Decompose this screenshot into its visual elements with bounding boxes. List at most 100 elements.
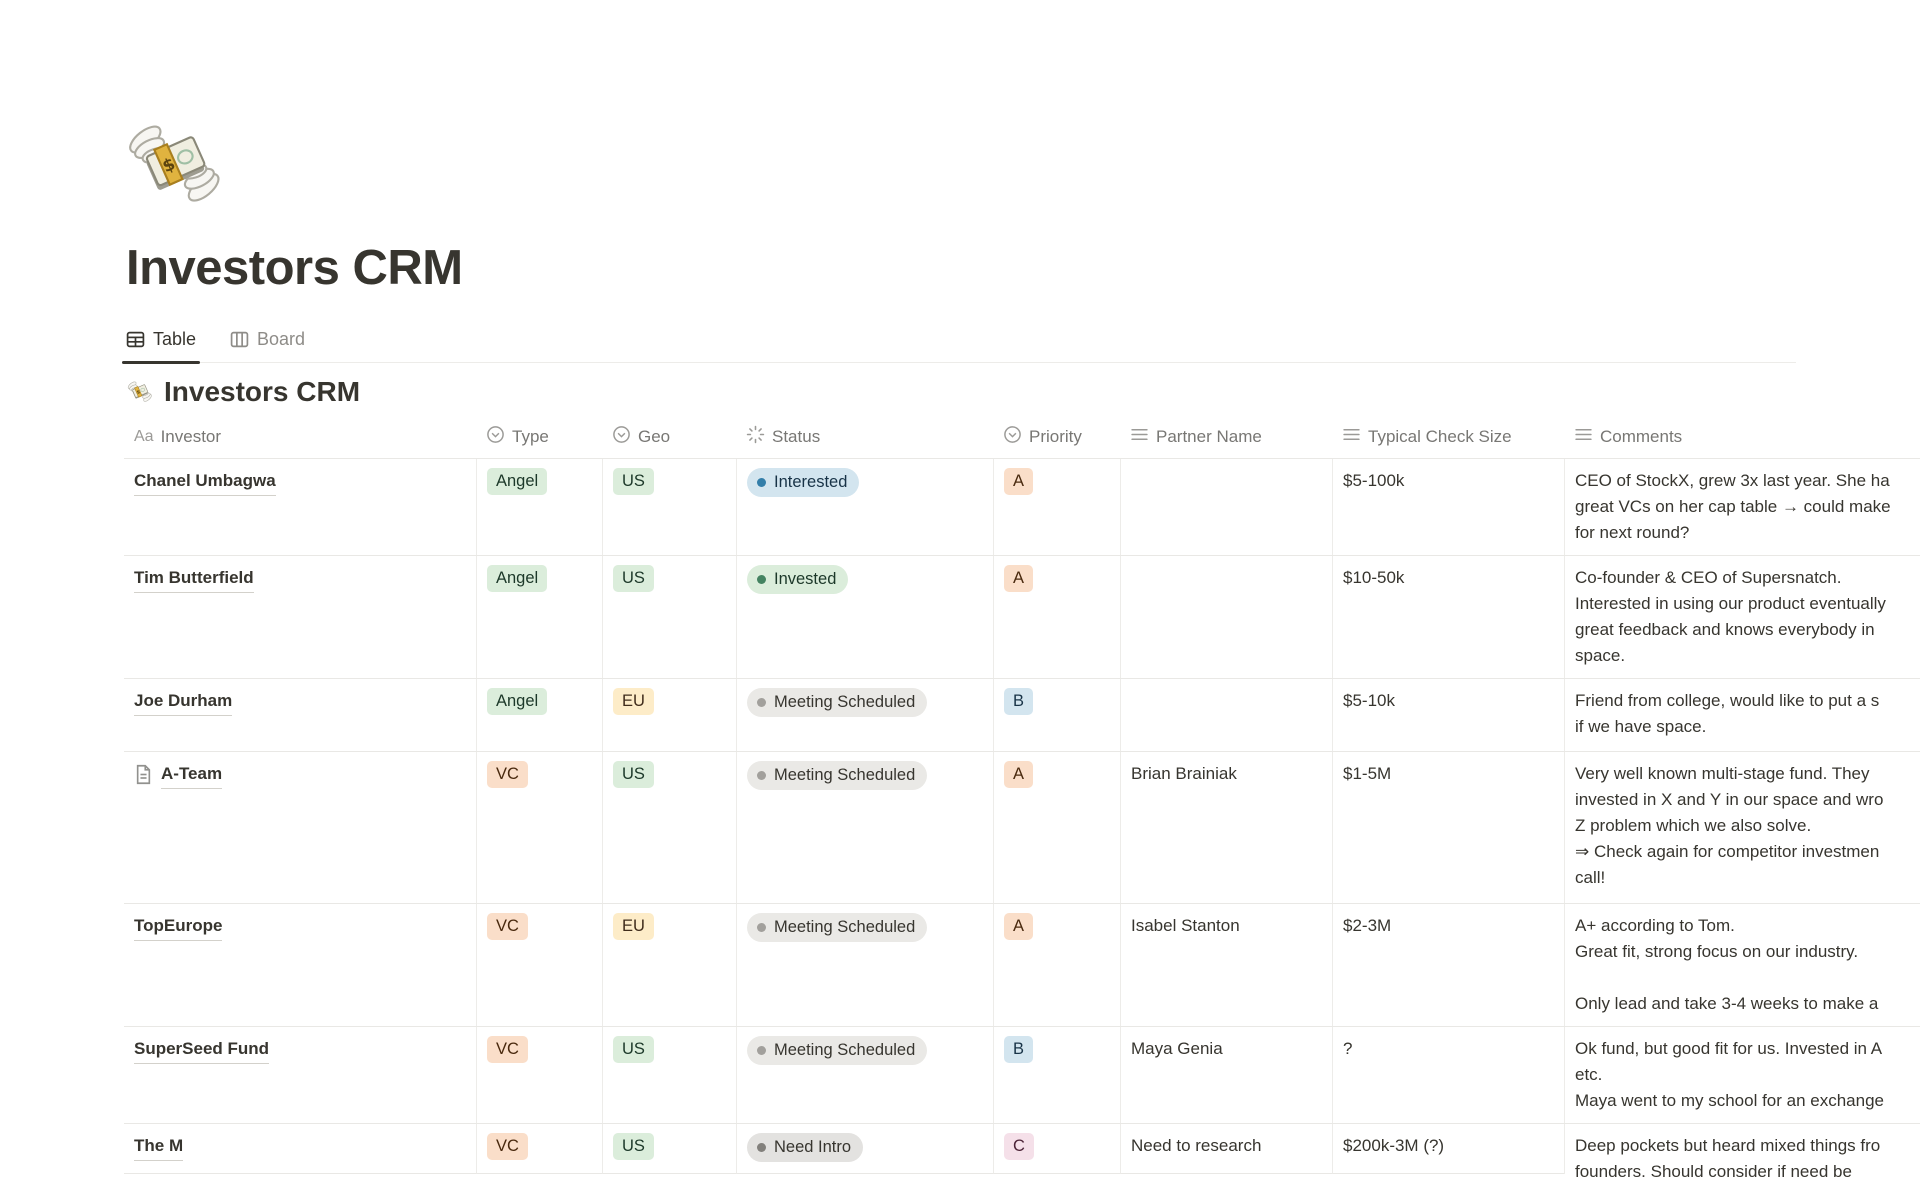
comments-cell[interactable]: Deep pockets but heard mixed things fro … (1564, 1124, 1920, 1181)
geo-cell[interactable]: US (602, 459, 736, 555)
partner-name-cell[interactable]: Brian Brainiak (1120, 752, 1332, 903)
database-title[interactable]: Investors CRM (126, 376, 360, 408)
typical-check-size-cell[interactable]: $5-10k (1332, 679, 1564, 751)
typical-check-size-value: $1-5M (1343, 764, 1392, 783)
page-title[interactable]: Investors CRM (126, 241, 463, 295)
typical-check-size-cell[interactable]: $200k-3M (?) (1332, 1124, 1564, 1174)
type-cell[interactable]: VC (476, 1124, 602, 1174)
column-header-geo[interactable]: Geo (602, 416, 736, 458)
type-tag: Angel (487, 688, 548, 715)
priority-tag: B (1004, 1036, 1034, 1063)
status-cell[interactable]: Invested (736, 556, 993, 678)
comments-cell[interactable]: CEO of StockX, grew 3x last year. She ha… (1564, 459, 1920, 555)
comments-value: A+ according to Tom. Great fit, strong f… (1575, 916, 1879, 1013)
type-cell[interactable]: Angel (476, 679, 602, 751)
partner-name-cell[interactable]: Maya Genia (1120, 1027, 1332, 1123)
money-with-wings-icon[interactable] (122, 112, 228, 218)
tab-board[interactable]: Board (228, 322, 307, 362)
investor-name-link[interactable]: Tim Butterfield (134, 565, 254, 593)
status-dot-icon (757, 1143, 766, 1152)
geo-cell[interactable]: US (602, 752, 736, 903)
investor-cell[interactable]: TopEurope (124, 904, 476, 1026)
status-pill: Interested (747, 468, 860, 497)
column-header-type[interactable]: Type (476, 416, 602, 458)
type-cell[interactable]: VC (476, 904, 602, 1026)
investor-cell[interactable]: SuperSeed Fund (124, 1027, 476, 1123)
typical-check-size-cell[interactable]: $2-3M (1332, 904, 1564, 1026)
investor-name-link[interactable]: A-Team (161, 761, 223, 789)
column-header-partner-name[interactable]: Partner Name (1120, 416, 1332, 458)
type-cell[interactable]: Angel (476, 459, 602, 555)
geo-cell[interactable]: EU (602, 904, 736, 1026)
status-cell[interactable]: Meeting Scheduled (736, 1027, 993, 1123)
type-cell[interactable]: VC (476, 752, 602, 903)
status-pill: Meeting Scheduled (747, 688, 928, 717)
priority-cell[interactable]: A (993, 752, 1120, 903)
column-header-typical-check-size[interactable]: Typical Check Size (1332, 416, 1564, 458)
investor-name-link[interactable]: SuperSeed Fund (134, 1036, 270, 1064)
geo-tag: US (613, 1036, 654, 1063)
partner-name-cell[interactable]: Isabel Stanton (1120, 904, 1332, 1026)
priority-cell[interactable]: A (993, 459, 1120, 555)
priority-cell[interactable]: A (993, 904, 1120, 1026)
comments-cell[interactable]: Friend from college, would like to put a… (1564, 679, 1920, 751)
priority-cell[interactable]: B (993, 1027, 1120, 1123)
typical-check-size-cell[interactable]: ? (1332, 1027, 1564, 1123)
type-cell[interactable]: VC (476, 1027, 602, 1123)
priority-cell[interactable]: C (993, 1124, 1120, 1174)
tab-table-label: Table (153, 328, 197, 349)
priority-cell[interactable]: B (993, 679, 1120, 751)
comments-cell[interactable]: Very well known multi-stage fund. They i… (1564, 752, 1920, 903)
geo-cell[interactable]: US (602, 1124, 736, 1174)
table-row: Chanel Umbagwa Angel US Interested A $5-… (124, 459, 1920, 556)
partner-name-cell[interactable] (1120, 459, 1332, 555)
comments-cell[interactable]: Ok fund, but good fit for us. Invested i… (1564, 1027, 1920, 1123)
status-label: Invested (774, 570, 837, 588)
status-cell[interactable]: Meeting Scheduled (736, 904, 993, 1026)
status-cell[interactable]: Meeting Scheduled (736, 679, 993, 751)
investor-cell[interactable]: Joe Durham (124, 679, 476, 751)
geo-cell[interactable]: US (602, 556, 736, 678)
status-pill: Invested (747, 565, 849, 594)
column-header-priority[interactable]: Priority (993, 416, 1120, 458)
investor-name-link[interactable]: Chanel Umbagwa (134, 468, 276, 496)
status-cell[interactable]: Need Intro (736, 1124, 993, 1174)
priority-cell[interactable]: A (993, 556, 1120, 678)
geo-tag: US (613, 565, 654, 592)
investor-name-link[interactable]: Joe Durham (134, 688, 233, 716)
investor-cell[interactable]: Tim Butterfield (124, 556, 476, 678)
column-header-status[interactable]: Status (736, 416, 993, 458)
status-cell[interactable]: Interested (736, 459, 993, 555)
typical-check-size-cell[interactable]: $1-5M (1332, 752, 1564, 903)
investor-cell[interactable]: Chanel Umbagwa (124, 459, 476, 555)
column-header-comments[interactable]: Comments (1564, 416, 1920, 458)
status-pill: Meeting Scheduled (747, 761, 928, 790)
tab-table[interactable]: Table (121, 322, 201, 364)
geo-tag: US (613, 1133, 654, 1160)
comments-cell[interactable]: A+ according to Tom. Great fit, strong f… (1564, 904, 1920, 1026)
select-icon (612, 425, 631, 449)
typical-check-size-cell[interactable]: $10-50k (1332, 556, 1564, 678)
investor-name-link[interactable]: TopEurope (134, 913, 223, 941)
status-pill: Meeting Scheduled (747, 1036, 928, 1065)
investor-cell[interactable]: A-Team (124, 752, 476, 903)
column-header-investor[interactable]: Aa Investor (134, 427, 222, 446)
geo-cell[interactable]: EU (602, 679, 736, 751)
table-row: SuperSeed Fund VC US Meeting Scheduled B… (124, 1027, 1920, 1124)
table-row: A-Team VC US Meeting Scheduled A Brian B… (124, 752, 1920, 904)
type-cell[interactable]: Angel (476, 556, 602, 678)
status-dot-icon (757, 478, 766, 487)
comments-cell[interactable]: Co-founder & CEO of Supersnatch. Interes… (1564, 556, 1920, 678)
investor-cell[interactable]: The M (124, 1124, 476, 1174)
investor-name-link[interactable]: The M (134, 1133, 184, 1161)
geo-cell[interactable]: US (602, 1027, 736, 1123)
partner-name-cell[interactable]: Need to research (1120, 1124, 1332, 1174)
partner-name-cell[interactable] (1120, 556, 1332, 678)
typical-check-size-cell[interactable]: $5-100k (1332, 459, 1564, 555)
status-cell[interactable]: Meeting Scheduled (736, 752, 993, 903)
partner-name-cell[interactable] (1120, 679, 1332, 751)
board-view-icon (230, 330, 249, 349)
status-pill: Need Intro (747, 1133, 864, 1162)
partner-name-value: Maya Genia (1131, 1039, 1223, 1058)
